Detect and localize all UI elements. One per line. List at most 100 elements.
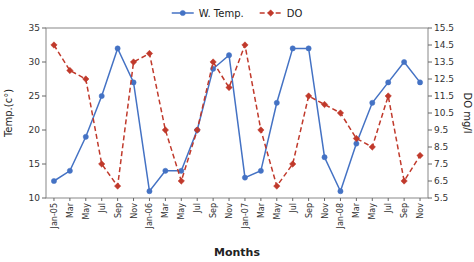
marker — [258, 127, 264, 133]
x-tick-label: May — [273, 203, 282, 220]
x-tick-label: Jul — [193, 203, 202, 214]
chart: 1015202530355.56.57.58.59.510.511.512.51… — [0, 0, 474, 262]
x-tick — [420, 198, 421, 201]
y2-tick-label: 9.5 — [434, 125, 448, 135]
x-tick-label: Nov — [225, 203, 234, 219]
y2-tick — [428, 28, 432, 29]
legend-label: DO — [287, 8, 303, 19]
marker — [305, 93, 311, 99]
y-tick — [42, 130, 46, 131]
y2-tick — [428, 198, 432, 199]
marker — [83, 76, 89, 82]
marker — [242, 175, 247, 180]
series-line — [54, 48, 420, 191]
x-tick — [372, 198, 373, 201]
marker — [180, 10, 185, 15]
marker — [385, 93, 391, 99]
y-tick-label: 15 — [29, 159, 40, 169]
x-tick — [276, 198, 277, 201]
y-tick-label: 25 — [29, 91, 40, 101]
y2-tick-label: 10.5 — [434, 108, 454, 118]
marker — [178, 178, 184, 184]
x-tick-label: Sep — [305, 203, 314, 218]
x-tick — [229, 198, 230, 201]
y-axis-label: Temp.(c°) — [3, 89, 14, 138]
x-axis-label: Months — [214, 246, 260, 259]
marker — [401, 178, 407, 184]
marker — [306, 46, 311, 51]
x-tick-label: Jan-06 — [145, 203, 154, 229]
x-tick — [69, 198, 70, 201]
x-tick — [244, 198, 245, 201]
x-tick — [404, 198, 405, 201]
y2-tick — [428, 79, 432, 80]
legend-label: W. Temp. — [199, 8, 244, 19]
marker — [51, 178, 56, 183]
x-tick-label: May — [82, 203, 91, 220]
y2-tick-label: 7.5 — [434, 159, 448, 169]
y2-tick-label: 14.5 — [434, 40, 454, 50]
y2-tick-label: 5.5 — [434, 193, 448, 203]
series-line — [54, 45, 420, 186]
x-tick-label: Nov — [416, 203, 425, 219]
marker — [290, 161, 296, 167]
x-tick — [133, 198, 134, 201]
marker — [337, 110, 343, 116]
y2-tick-label: 6.5 — [434, 176, 448, 186]
y2-tick-label: 13.5 — [434, 57, 454, 67]
x-tick — [213, 198, 214, 201]
x-tick-label: Sep — [209, 203, 218, 218]
marker — [147, 189, 152, 194]
marker — [114, 183, 120, 189]
marker — [338, 189, 343, 194]
x-tick-label: Jan-05 — [50, 203, 59, 229]
marker — [321, 101, 327, 107]
x-tick-label: Jul — [98, 203, 107, 214]
x-tick-label: Jan-07 — [241, 203, 250, 229]
marker — [194, 127, 200, 133]
x-tick-label: Nov — [321, 203, 330, 219]
marker — [402, 59, 407, 64]
x-tick — [101, 198, 102, 201]
x-tick — [53, 198, 54, 201]
y2-tick — [428, 181, 432, 182]
marker — [242, 42, 248, 48]
x-tick — [324, 198, 325, 201]
marker — [130, 59, 136, 65]
marker — [386, 80, 391, 85]
x-tick-label: Mar — [161, 202, 170, 218]
marker — [115, 46, 120, 51]
marker — [417, 80, 422, 85]
marker — [226, 84, 232, 90]
x-tick-label: Sep — [114, 203, 123, 218]
marker — [67, 168, 72, 173]
y2-tick — [428, 113, 432, 114]
marker — [369, 144, 375, 150]
x-tick — [181, 198, 182, 201]
y-tick-label: 35 — [29, 23, 40, 33]
x-tick-label: Sep — [400, 203, 409, 218]
marker — [179, 168, 184, 173]
marker — [146, 50, 152, 56]
marker — [162, 127, 168, 133]
x-tick-label: Mar — [66, 202, 75, 218]
y2-tick — [428, 147, 432, 148]
y2-tick — [428, 45, 432, 46]
marker — [51, 42, 57, 48]
legend-item: W. Temp. — [172, 8, 244, 19]
marker — [226, 53, 231, 58]
x-tick-label: Mar — [352, 202, 361, 218]
legend-item: DO — [260, 8, 303, 19]
marker — [163, 168, 168, 173]
x-tick-label: Jul — [384, 203, 393, 214]
marker — [67, 67, 73, 73]
x-tick — [292, 198, 293, 201]
marker — [417, 152, 423, 158]
x-tick — [85, 198, 86, 201]
x-tick — [340, 198, 341, 201]
x-tick — [260, 198, 261, 201]
plot-data — [51, 42, 423, 194]
marker — [370, 100, 375, 105]
y-tick — [42, 62, 46, 63]
x-axis: Jan-05 Mar May Jul Sep Nov Jan-06 Mar May Jul Sep N… — [50, 198, 425, 229]
